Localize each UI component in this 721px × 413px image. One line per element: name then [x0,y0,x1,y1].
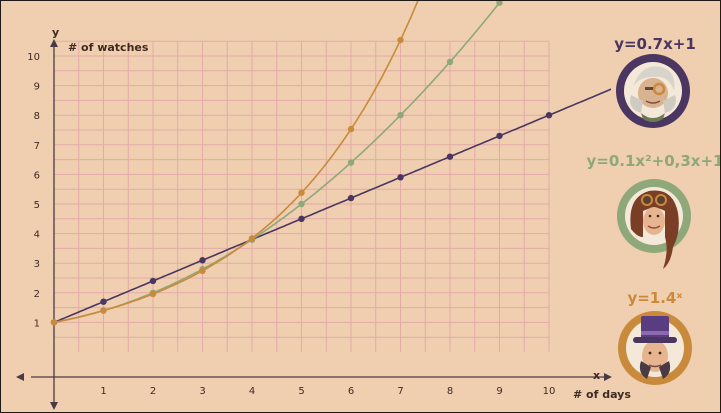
data-point [100,298,107,305]
data-point [248,235,256,242]
legend-label-quadratic: y=0.1x²+0,3x+1 [587,152,721,170]
series-line-linear [53,88,611,324]
x-axis-label: # of days [573,388,631,401]
x-tick-label: 2 [150,386,156,397]
data-point [199,267,206,275]
y-tick-label: 4 [34,230,40,241]
y-tick-label: 9 [34,82,40,93]
x-tick-label: 5 [298,386,304,397]
x-tick-label: 9 [496,386,502,397]
data-point [446,153,454,160]
chart-lines [53,1,611,324]
woman-goggles-portrait-icon [617,179,691,269]
y-tick-label: 2 [34,289,40,300]
data-point [347,159,355,166]
data-point [496,1,503,6]
y-tick-label: 5 [34,200,40,211]
x-tick-label: 6 [348,386,354,397]
x-axis-name: x [593,369,600,382]
x-tick-label: 8 [447,386,453,397]
data-point [149,290,157,298]
y-axis-label: # of watches [68,41,149,54]
chart-ticks: 1 2 3 4 5 6 7 8 9 10 1 2 3 4 5 6 7 8 9 10 [27,52,555,397]
series-line-exponential [53,1,419,324]
old-man-monocle-portrait-icon [616,54,690,128]
y-tick-label: 6 [34,170,40,181]
data-point [397,36,404,44]
y-tick-label: 8 [34,111,40,122]
data-point [50,319,58,326]
y-axis-arrow-down-icon [50,402,58,410]
data-point [347,194,355,202]
x-axis-arrow-icon [604,373,612,381]
legend-label-exponential: y=1.4ˣ [627,289,683,307]
data-point [298,189,305,196]
data-point [199,257,206,264]
data-point [545,112,553,119]
x-axis-arrow-left-icon [16,373,24,381]
y-tick-label: 1 [34,318,40,329]
data-point [496,132,503,140]
x-tick-label: 10 [543,386,556,397]
y-axis-arrow-icon [50,39,58,47]
x-tick-label: 3 [199,386,205,397]
x-tick-label: 4 [249,386,255,397]
chart-axes [16,39,612,410]
top-hat-man-portrait-icon [618,311,692,385]
data-point [397,112,404,119]
legend-label-linear: y=0.7x+1 [614,35,696,53]
data-point [298,200,305,208]
y-tick-label: 7 [34,141,40,152]
data-point [100,307,107,314]
y-tick-label: 3 [34,259,40,270]
data-point [446,58,454,66]
data-point [397,174,404,181]
y-axis-name: y [52,26,59,39]
x-tick-label: 7 [397,386,403,397]
y-tick-label: 10 [27,52,40,63]
data-point [298,215,305,222]
x-tick-label: 1 [100,386,106,397]
data-point [149,277,157,285]
chart-points [50,1,553,326]
data-point [347,125,355,133]
chart-grid [54,40,550,352]
